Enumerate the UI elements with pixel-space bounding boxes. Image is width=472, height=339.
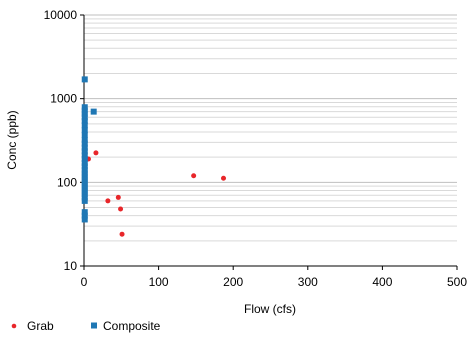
y-tick-label: 100 [57,175,77,189]
x-tick-label: 100 [149,275,169,289]
composite-point [81,179,88,186]
composite-point [81,127,88,134]
y-axis-title: Conc (ppb) [5,110,19,169]
legend-grab-marker [11,323,17,329]
grab-point [115,194,121,200]
y-tick-label: 10 [64,259,78,273]
composite-point [81,197,88,204]
composite-point [81,140,88,147]
composite-point [81,167,88,174]
composite-point [81,131,88,138]
composite-point [81,118,88,125]
composite-point [81,144,88,151]
y-tick-label: 1000 [50,92,77,106]
grab-point [118,206,124,212]
x-tick-label: 500 [447,275,467,289]
composite-point [81,209,88,216]
legend: Grab Composite [11,319,161,333]
composite-point [81,173,88,180]
composite-point [81,194,88,201]
grab-point [221,175,227,181]
x-tick-label: 0 [81,275,88,289]
composite-point [81,163,88,170]
legend-composite-label: Composite [103,319,161,333]
x-axis-title: Flow (cfs) [244,302,296,316]
composite-point [81,216,88,223]
composite-point [90,108,97,115]
composite-point [81,160,88,167]
grid-lines [84,14,457,267]
composite-point [81,114,88,121]
composite-point [81,110,88,117]
composite-point [81,107,88,114]
composite-point [81,185,88,192]
composite-point [81,122,88,129]
composite-point [81,104,88,111]
x-tick-label: 200 [223,275,243,289]
x-tick-label: 300 [298,275,318,289]
composite-point [81,212,88,219]
composite-point [81,156,88,163]
composite-point [81,191,88,198]
grab-point [191,173,197,179]
composite-point [81,152,88,159]
grab-point [93,150,99,156]
grab-point [119,231,125,237]
legend-grab-label: Grab [27,319,54,333]
legend-composite-marker [91,322,97,329]
y-tick-label: 10000 [44,8,78,22]
composite-point [81,137,88,144]
data-points [81,76,227,237]
x-tick-label: 400 [372,275,392,289]
composite-point [81,76,88,83]
composite-point [81,148,88,155]
grab-point [105,198,111,204]
axes: 10 100 1000 10000 0 100 200 300 400 500 [44,8,468,289]
